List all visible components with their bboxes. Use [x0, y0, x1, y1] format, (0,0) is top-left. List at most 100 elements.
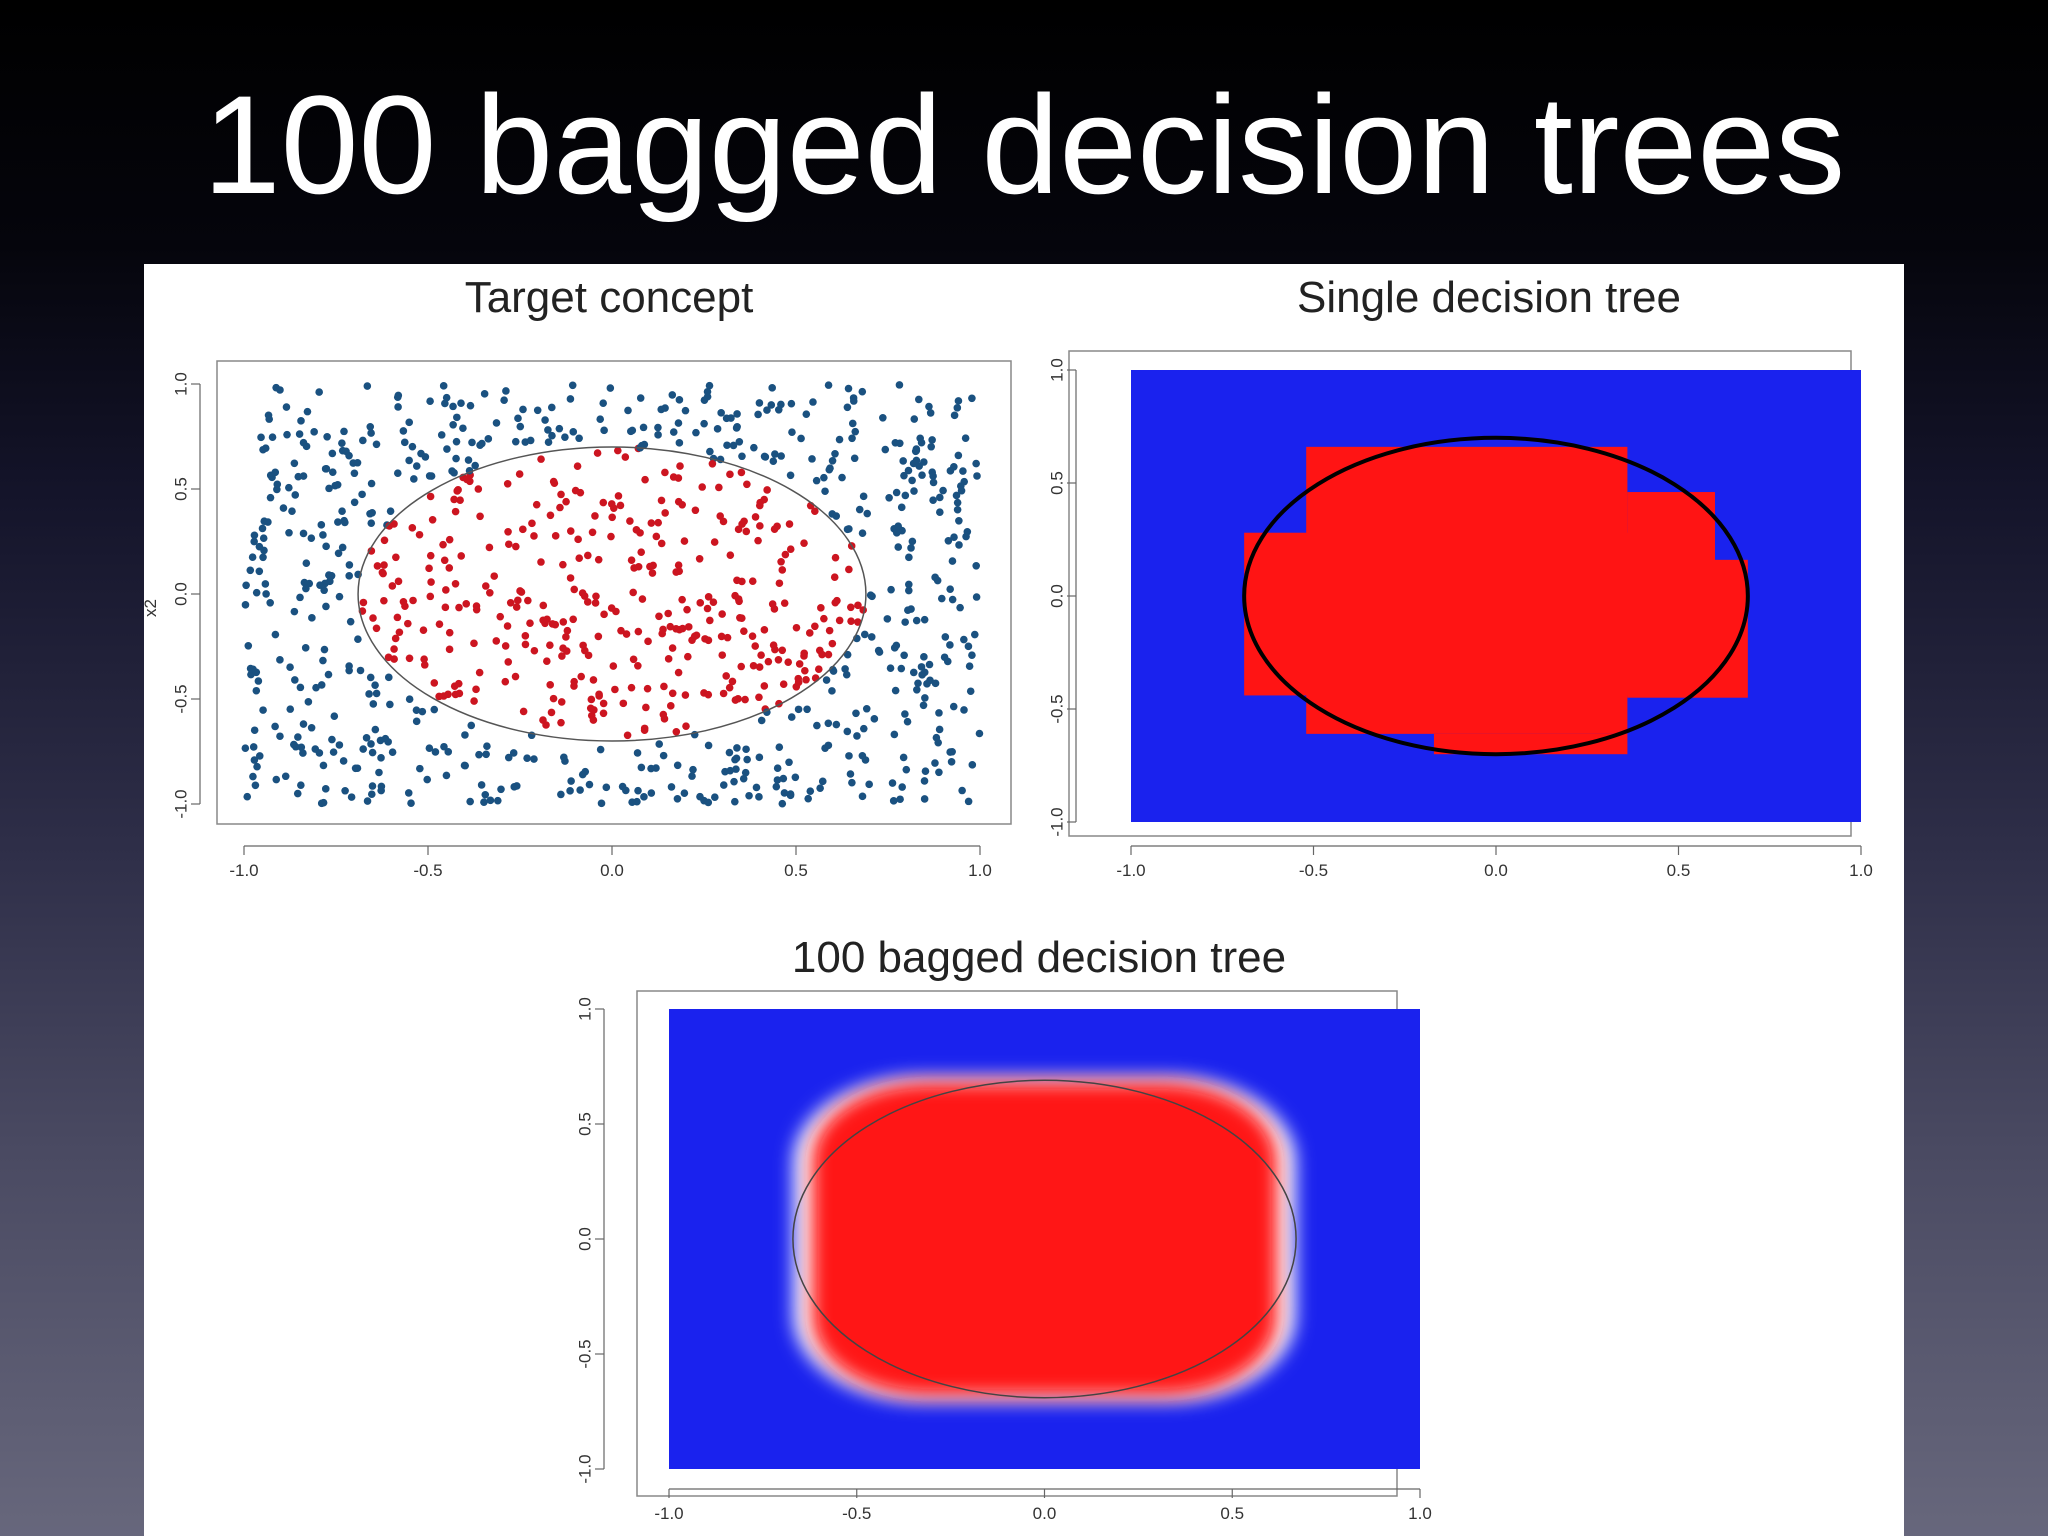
point-inside	[695, 554, 704, 563]
point-outside	[606, 384, 615, 392]
point-outside	[273, 485, 281, 494]
point-inside	[737, 662, 746, 671]
point-outside	[492, 419, 501, 427]
point-outside	[929, 496, 937, 504]
point-inside	[559, 644, 567, 653]
point-outside	[865, 780, 873, 789]
point-inside	[569, 615, 577, 624]
point-outside	[667, 783, 676, 791]
plot3-axes: -1.0 -0.5 0.0 0.5 1.0 -1.0 -0.5 0.0 0.5 1.0	[575, 997, 1431, 1523]
point-inside	[655, 612, 663, 621]
point-outside	[324, 670, 333, 679]
plot1-points	[241, 381, 984, 808]
point-inside	[660, 682, 668, 691]
point-inside	[408, 524, 417, 532]
point-outside	[602, 783, 611, 792]
point-inside	[570, 585, 579, 594]
plot2-title: Single decision tree	[1297, 273, 1681, 322]
point-outside	[320, 645, 329, 654]
point-outside	[410, 475, 418, 483]
point-outside	[286, 705, 295, 713]
point-outside	[842, 670, 851, 679]
point-inside	[661, 468, 669, 477]
point-inside	[589, 716, 598, 724]
point-outside	[947, 757, 956, 766]
point-outside	[334, 518, 342, 526]
point-outside	[427, 472, 436, 480]
point-inside	[795, 660, 804, 668]
plot2-boundary-ellipse	[1242, 435, 1750, 757]
point-outside	[359, 436, 367, 445]
point-outside	[845, 525, 853, 533]
point-outside	[248, 553, 257, 562]
point-inside	[594, 632, 603, 641]
point-inside	[751, 513, 760, 521]
point-outside	[908, 476, 916, 485]
point-outside	[904, 606, 912, 614]
point-inside	[726, 470, 734, 479]
point-inside	[557, 718, 565, 727]
point-outside	[692, 428, 700, 437]
point-outside	[717, 409, 725, 417]
x-tick-label: 0.5	[1220, 1504, 1244, 1523]
point-outside	[918, 471, 926, 479]
point-outside	[843, 727, 852, 736]
point-inside	[516, 587, 524, 595]
point-outside	[634, 786, 642, 795]
point-inside	[409, 596, 417, 605]
point-outside	[276, 732, 284, 741]
point-outside	[250, 756, 259, 764]
point-outside	[957, 482, 965, 490]
point-outside	[323, 432, 331, 441]
point-outside	[973, 472, 981, 480]
point-outside	[929, 478, 938, 487]
point-inside	[380, 561, 388, 569]
point-inside	[595, 690, 603, 699]
point-outside	[729, 441, 738, 450]
point-inside	[664, 655, 673, 663]
point-outside	[271, 630, 280, 639]
point-inside	[756, 522, 764, 530]
point-inside	[641, 475, 649, 484]
point-inside	[511, 672, 520, 681]
point-outside	[466, 401, 475, 410]
point-inside	[474, 485, 483, 493]
point-outside	[928, 436, 936, 444]
point-inside	[718, 651, 727, 659]
point-outside	[393, 469, 402, 478]
point-outside	[252, 588, 261, 597]
point-inside	[800, 539, 808, 547]
point-inside	[496, 612, 505, 621]
point-outside	[285, 528, 293, 537]
point-outside	[706, 447, 714, 456]
point-outside	[575, 434, 583, 443]
figure-svg: -1.0 -0.5 0.0 0.5 1.0 -1.0 -0.5 0.0 0.5 1.0 Targe…	[144, 273, 1873, 1523]
point-outside	[271, 468, 280, 477]
point-outside	[820, 473, 828, 482]
point-outside	[761, 453, 770, 461]
point-outside	[282, 403, 291, 411]
point-outside	[548, 431, 556, 440]
point-outside	[696, 792, 704, 801]
point-outside	[689, 765, 697, 774]
point-inside	[453, 487, 462, 495]
point-inside	[589, 676, 598, 684]
point-outside	[828, 687, 836, 695]
point-outside	[885, 493, 893, 502]
y-tick-label: -1.0	[575, 1454, 594, 1483]
plot2-axes: -1.0 -0.5 0.0 0.5 1.0 -1.0 -0.5 0.0 0.5 1.0	[1047, 358, 1872, 880]
point-inside	[674, 474, 683, 482]
point-outside	[908, 537, 917, 546]
point-outside	[509, 749, 518, 757]
point-outside	[803, 705, 811, 714]
point-outside	[288, 507, 296, 516]
point-inside	[440, 556, 449, 565]
point-outside	[442, 771, 451, 780]
point-inside	[778, 646, 787, 655]
point-outside	[953, 505, 962, 514]
point-inside	[476, 512, 484, 521]
point-inside	[760, 626, 769, 634]
point-inside	[504, 658, 513, 666]
point-outside	[655, 740, 664, 748]
point-outside	[917, 663, 926, 671]
